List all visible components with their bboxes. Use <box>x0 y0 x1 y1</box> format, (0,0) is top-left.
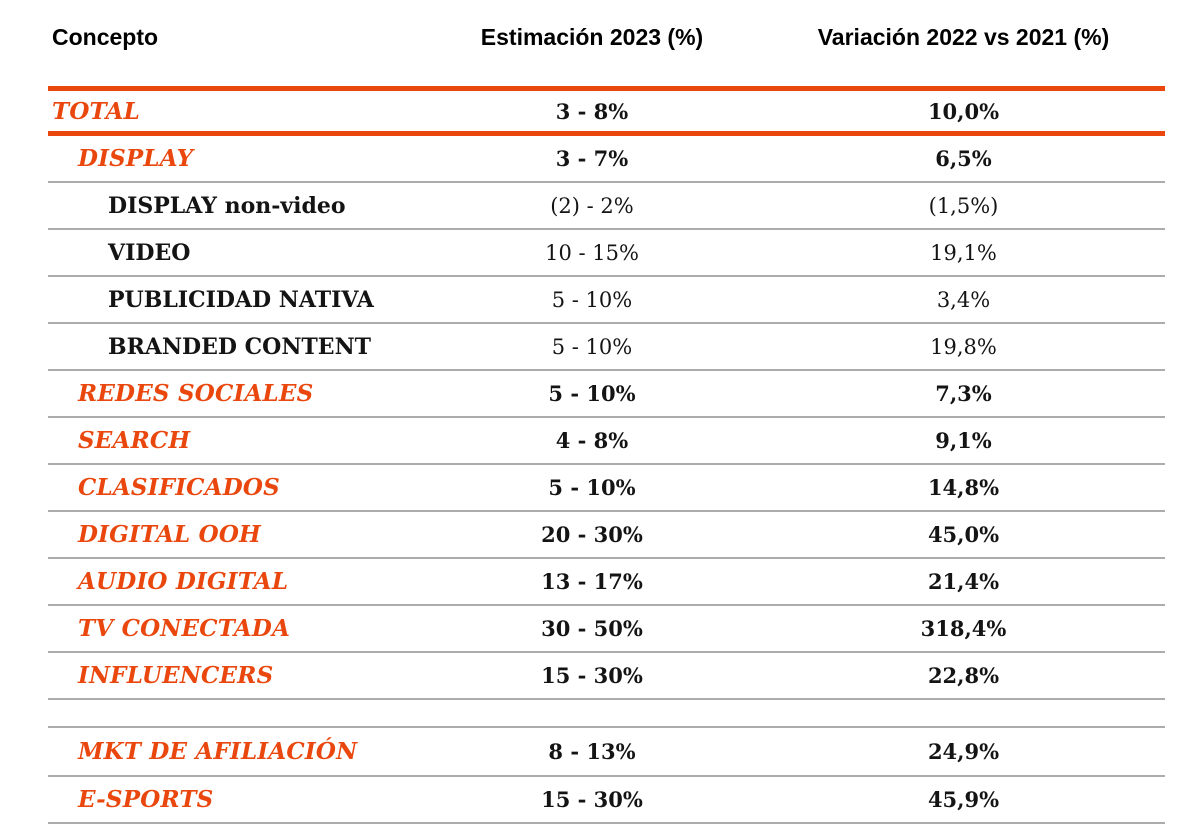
table-row-branded-content: BRANDED CONTENT 5 - 10% 19,8% <box>48 324 1165 371</box>
variacion-cell: 19,1% <box>930 240 997 265</box>
table-row-tv-conectada: TV CONECTADA 30 - 50% 318,4% <box>48 606 1165 653</box>
variacion-cell: 45,9% <box>927 787 1000 812</box>
concepto-cell: PUBLICIDAD NATIVA <box>108 286 374 313</box>
variacion-cell: 9,1% <box>935 428 992 453</box>
concepto-cell: SEARCH <box>78 427 191 454</box>
concepto-cell: AUDIO DIGITAL <box>78 568 289 595</box>
estimacion-cell: (2) - 2% <box>550 193 634 218</box>
table-row-publicidad-nativa: PUBLICIDAD NATIVA 5 - 10% 3,4% <box>48 277 1165 324</box>
table-row-display-non-video: DISPLAY non-video (2) - 2% (1,5%) <box>48 183 1165 230</box>
variacion-cell: 19,8% <box>930 334 997 359</box>
estimacion-cell: 15 - 30% <box>541 787 643 812</box>
table-row-video: VIDEO 10 - 15% 19,1% <box>48 230 1165 277</box>
column-header-estimacion: Estimación 2023 (%) <box>480 24 704 50</box>
concepto-cell: TOTAL <box>52 97 141 125</box>
estimacion-cell: 8 - 13% <box>548 739 636 764</box>
concepto-cell: INFLUENCERS <box>78 662 274 689</box>
table-row-mkt-afiliacion: MKT DE AFILIACIÓN 8 - 13% 24,9% <box>48 728 1165 777</box>
concepto-cell: VIDEO <box>108 239 191 266</box>
divider-thick-bottom <box>48 131 1165 136</box>
estimacion-cell: 20 - 30% <box>541 522 643 547</box>
estimacion-cell: 3 - 8% <box>555 98 629 124</box>
variacion-cell: 10,0% <box>927 98 1000 124</box>
variacion-cell: 21,4% <box>927 569 1000 594</box>
concepto-cell: MKT DE AFILIACIÓN <box>78 738 358 765</box>
estimacion-cell: 15 - 30% <box>541 663 643 688</box>
variacion-cell: 6,5% <box>935 146 992 171</box>
variacion-cell: 318,4% <box>920 616 1007 641</box>
estimacion-cell: 3 - 7% <box>555 146 629 171</box>
variacion-cell: 45,0% <box>927 522 1000 547</box>
variacion-cell: 7,3% <box>935 381 992 406</box>
variacion-cell: 14,8% <box>927 475 1000 500</box>
concepto-cell: TV CONECTADA <box>78 615 291 642</box>
estimacion-cell: 13 - 17% <box>541 569 643 594</box>
divider-thick-top <box>48 86 1165 91</box>
table-row-digital-ooh: DIGITAL OOH 20 - 30% 45,0% <box>48 512 1165 559</box>
table-row-total: TOTAL 3 - 8% 10,0% <box>48 91 1165 131</box>
estimacion-cell: 5 - 10% <box>551 287 633 312</box>
estimation-table: Concepto Estimación 2023 (%) Variación 2… <box>48 0 1165 824</box>
estimacion-cell: 5 - 10% <box>548 381 636 406</box>
variacion-cell: (1,5%) <box>928 193 999 218</box>
table-row-clasificados: CLASIFICADOS 5 - 10% 14,8% <box>48 465 1165 512</box>
concepto-cell: REDES SOCIALES <box>78 380 314 407</box>
variacion-cell: 24,9% <box>927 739 1000 764</box>
table-header-row: Concepto Estimación 2023 (%) Variación 2… <box>48 0 1165 86</box>
concepto-cell: DISPLAY non-video <box>108 192 346 219</box>
empty-spacer-row <box>48 700 1165 728</box>
estimacion-cell: 10 - 15% <box>545 240 639 265</box>
table-row-display: DISPLAY 3 - 7% 6,5% <box>48 136 1165 183</box>
estimacion-cell: 4 - 8% <box>555 428 629 453</box>
concepto-cell: E-SPORTS <box>78 786 214 813</box>
column-header-variacion: Variación 2022 vs 2021 (%) <box>817 24 1110 50</box>
table-row-audio-digital: AUDIO DIGITAL 13 - 17% 21,4% <box>48 559 1165 606</box>
concepto-cell: CLASIFICADOS <box>78 474 280 501</box>
table-row-search: SEARCH 4 - 8% 9,1% <box>48 418 1165 465</box>
table-row-esports: E-SPORTS 15 - 30% 45,9% <box>48 777 1165 824</box>
variacion-cell: 3,4% <box>936 287 991 312</box>
estimacion-cell: 5 - 10% <box>551 334 633 359</box>
table-row-influencers: INFLUENCERS 15 - 30% 22,8% <box>48 653 1165 700</box>
concepto-cell: DISPLAY <box>78 145 194 172</box>
variacion-cell: 22,8% <box>927 663 1000 688</box>
column-header-concepto: Concepto <box>52 24 159 50</box>
concepto-cell: BRANDED CONTENT <box>108 333 372 360</box>
concepto-cell: DIGITAL OOH <box>78 521 261 548</box>
estimacion-cell: 30 - 50% <box>541 616 643 641</box>
estimacion-cell: 5 - 10% <box>548 475 636 500</box>
table-row-redes-sociales: REDES SOCIALES 5 - 10% 7,3% <box>48 371 1165 418</box>
